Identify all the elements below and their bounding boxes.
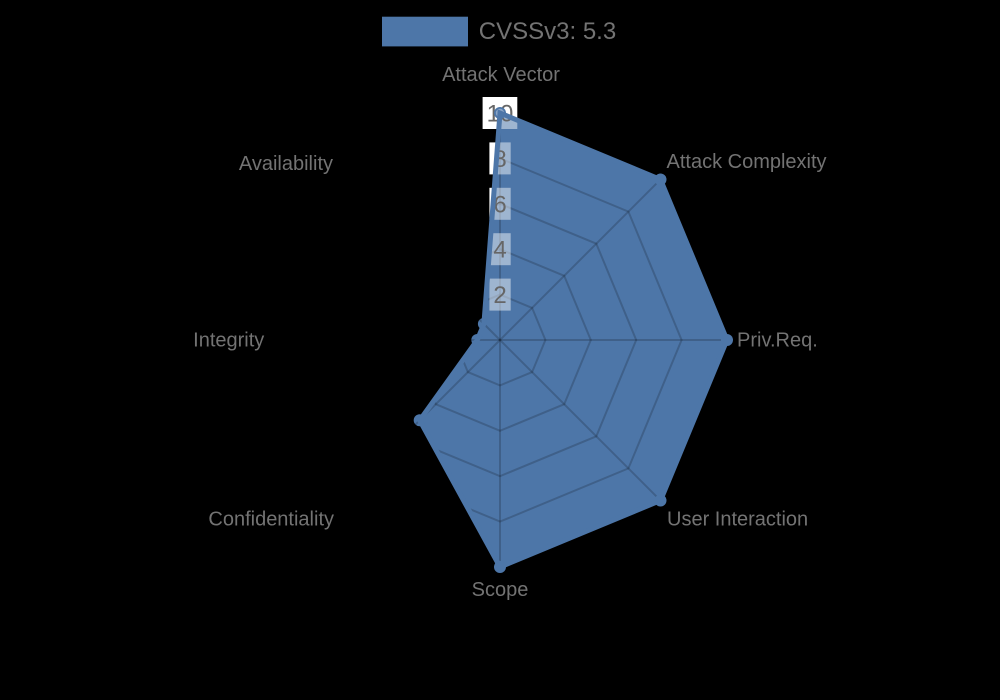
svg-text:4: 4 [493, 237, 506, 264]
svg-text:Confidentiality: Confidentiality [208, 509, 334, 531]
svg-text:Integrity: Integrity [193, 330, 264, 352]
svg-text:CVSSv3: 5.3: CVSSv3: 5.3 [479, 18, 616, 45]
svg-text:User Interaction: User Interaction [667, 509, 808, 531]
svg-text:6: 6 [493, 191, 506, 218]
svg-text:Priv.Req.: Priv.Req. [737, 329, 818, 351]
svg-text:Scope: Scope [472, 579, 529, 601]
svg-text:Attack Vector: Attack Vector [442, 64, 560, 86]
svg-text:2: 2 [493, 282, 506, 309]
svg-text:Attack Complexity: Attack Complexity [667, 151, 827, 173]
svg-text:Availability: Availability [239, 153, 333, 175]
